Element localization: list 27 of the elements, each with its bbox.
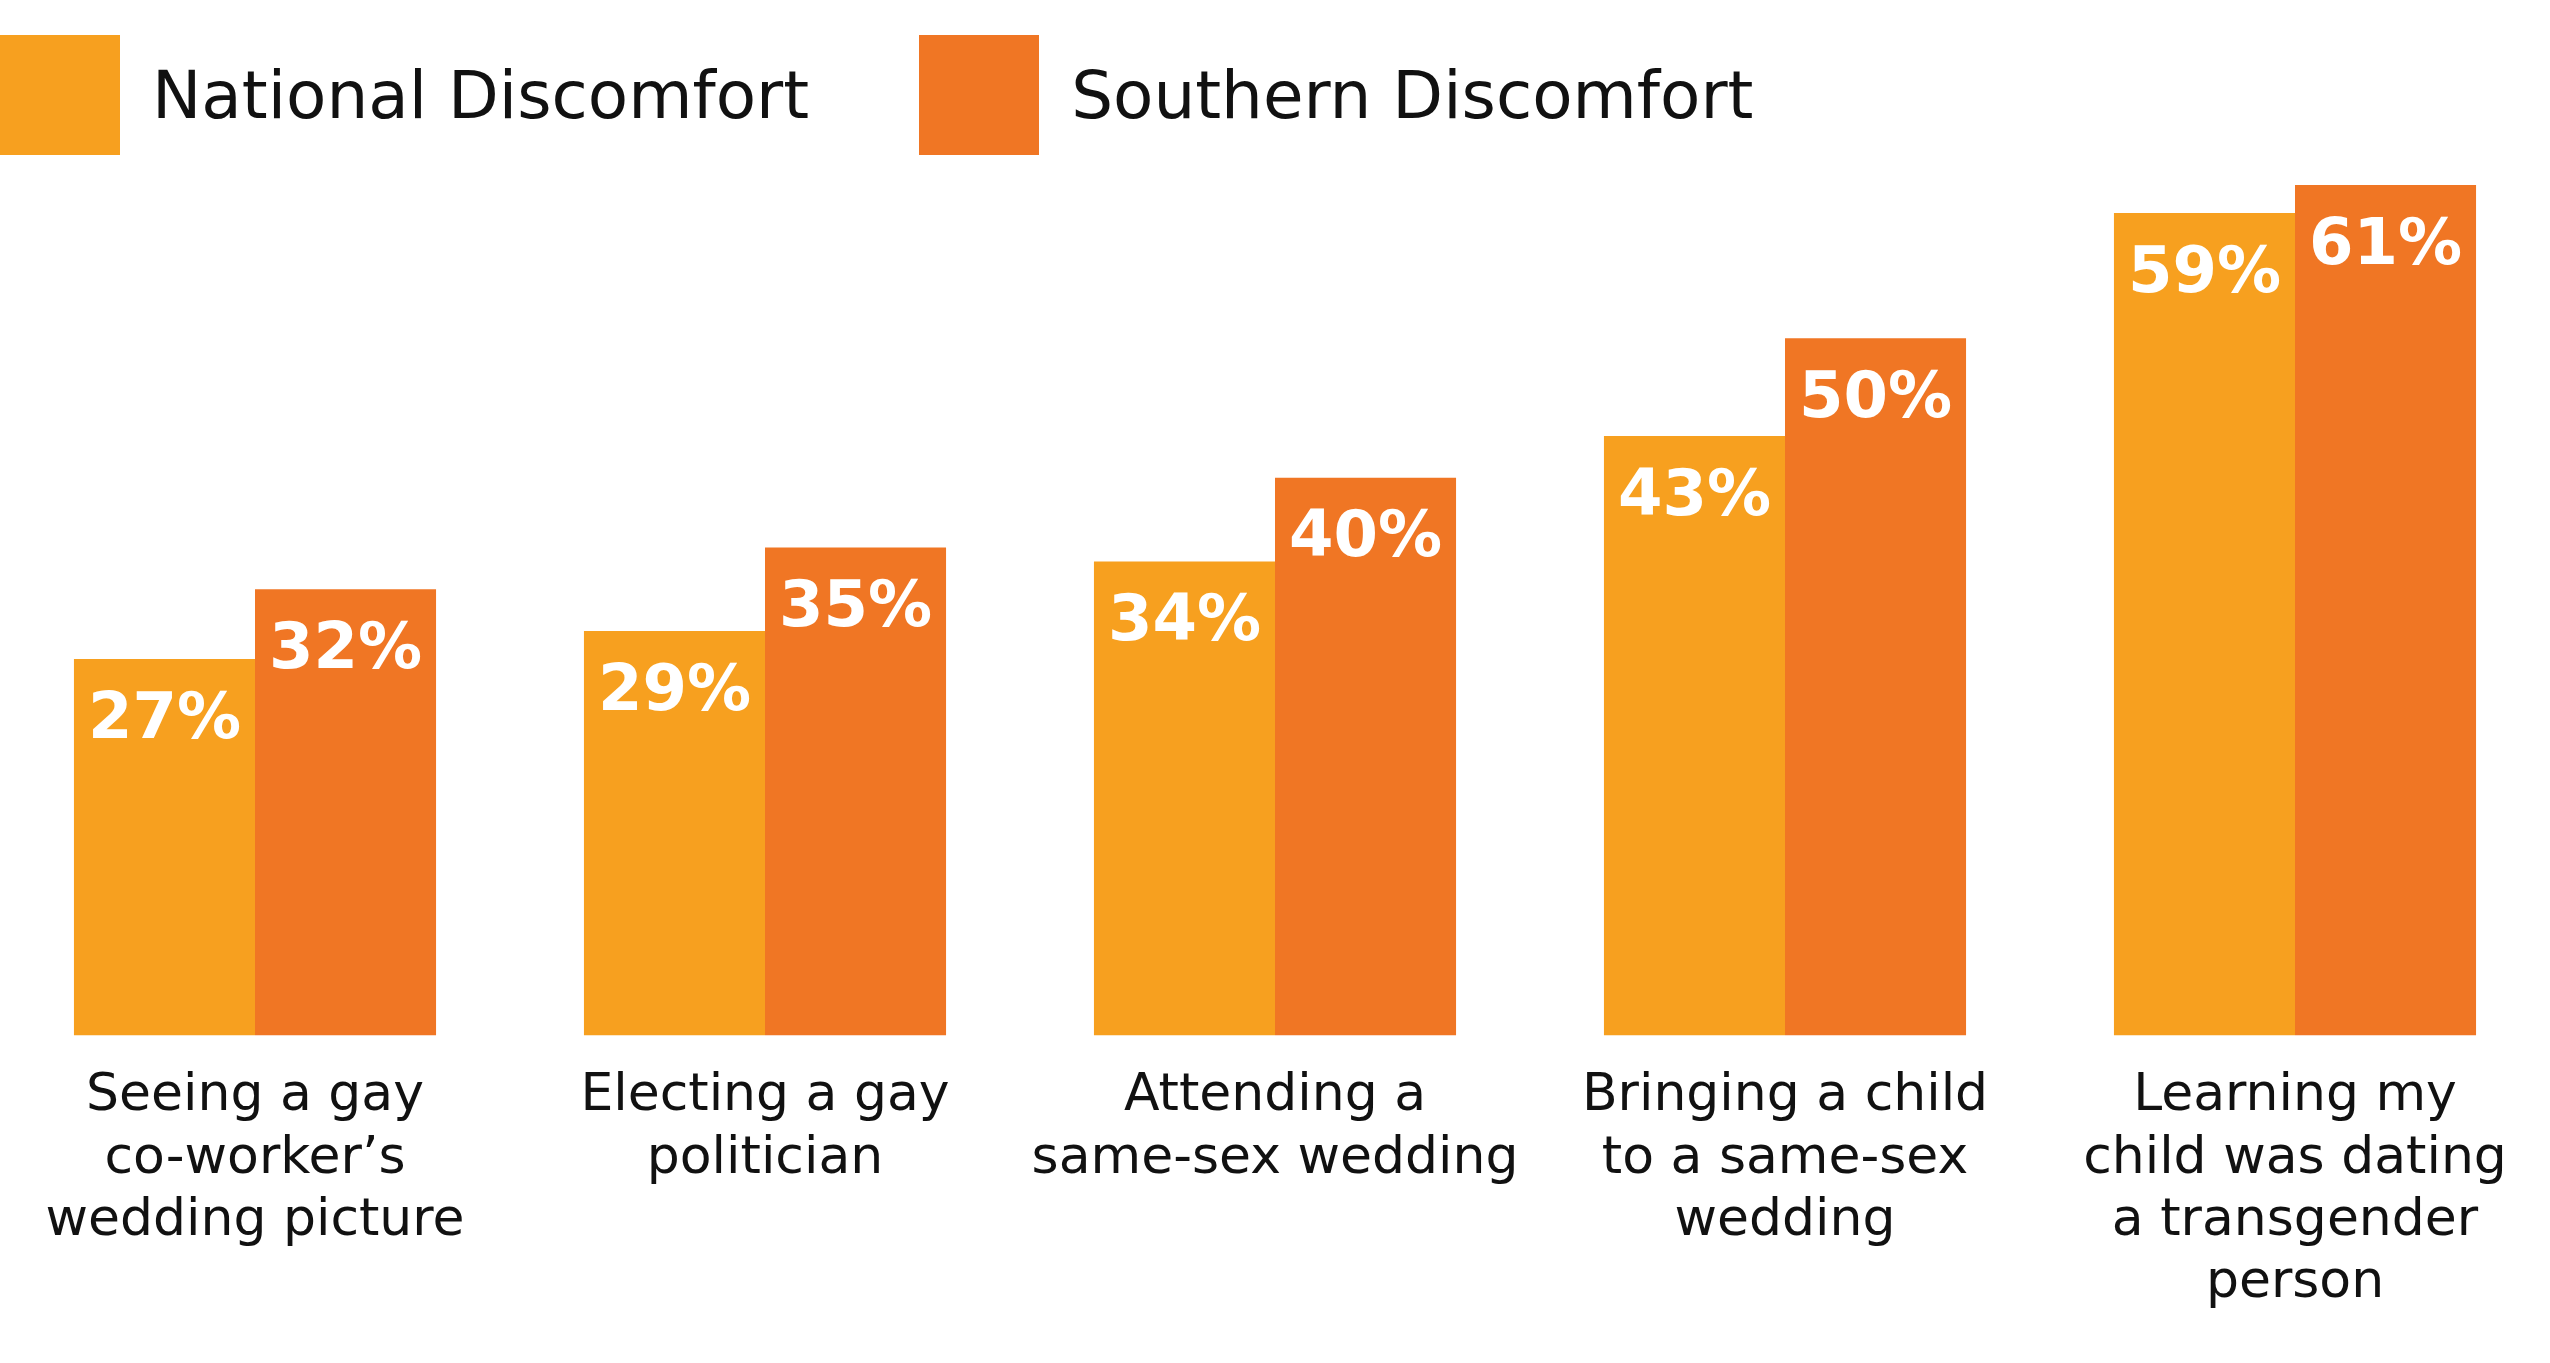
- bar: [2295, 185, 2477, 1036]
- x-tick-label: Attending a same-sex wedding: [1031, 1062, 1519, 1185]
- legend-label: National Discomfort: [152, 56, 810, 134]
- data-label: 32%: [268, 608, 423, 683]
- data-label: 43%: [1617, 455, 1772, 530]
- bar: [1275, 477, 1457, 1036]
- data-label: 61%: [2308, 204, 2463, 279]
- bar: [765, 547, 947, 1036]
- data-label: 59%: [2127, 232, 2282, 307]
- x-tick-label: Electing a gay politician: [580, 1062, 950, 1185]
- x-tick-label: Bringing a child to a same-sex wedding: [1581, 1062, 1989, 1247]
- data-label: 50%: [1798, 357, 1953, 432]
- data-label: 40%: [1288, 497, 1443, 572]
- bar: [73, 658, 255, 1036]
- data-label: 29%: [597, 650, 752, 725]
- legend-label: Southern Discomfort: [1071, 56, 1754, 134]
- bar: [1603, 435, 1785, 1036]
- x-tick-label: Seeing a gay co-worker’s wedding picture: [45, 1062, 465, 1247]
- bar: [2113, 212, 2295, 1036]
- bar: [583, 631, 765, 1036]
- bar: [1093, 561, 1275, 1036]
- x-tick-label: Learning my child was dating a transgender person: [2083, 1062, 2507, 1310]
- bar: [1785, 338, 1967, 1036]
- data-label: 27%: [87, 678, 242, 753]
- data-label: 35%: [778, 567, 933, 642]
- data-label: 34%: [1107, 581, 1262, 656]
- bar: [255, 589, 437, 1036]
